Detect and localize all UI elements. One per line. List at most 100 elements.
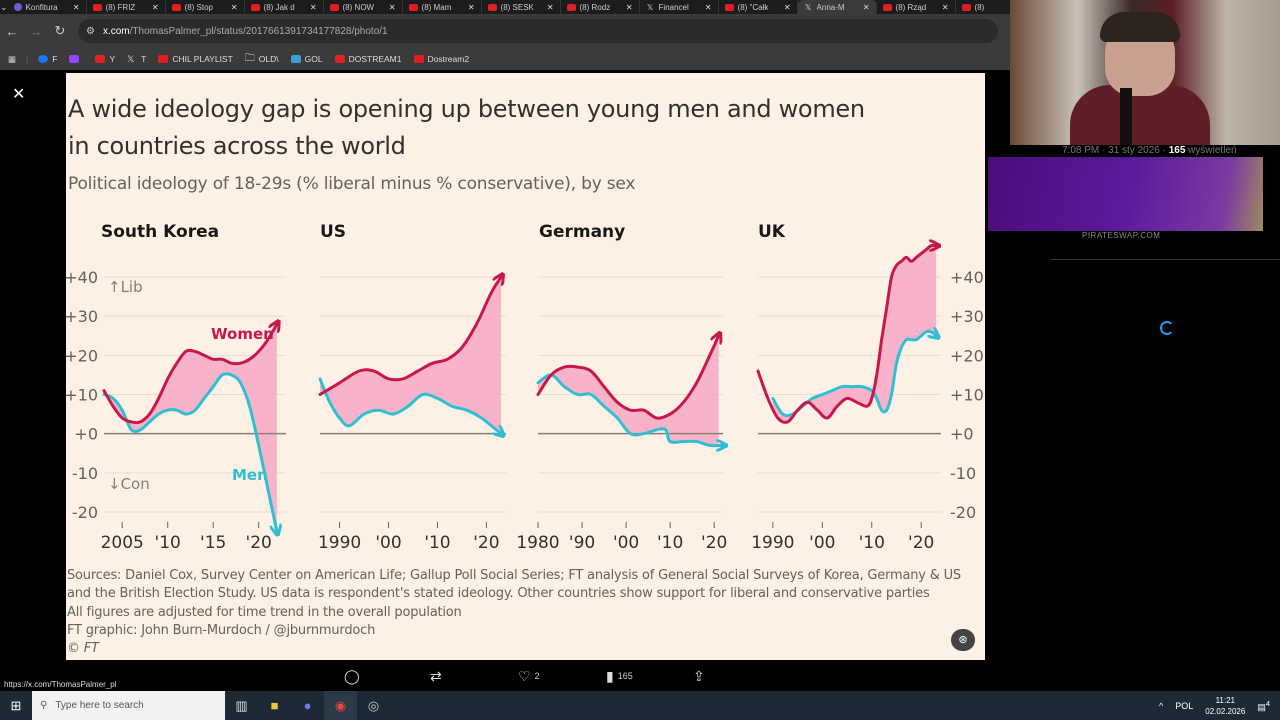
tab-close-icon[interactable]: ✕ xyxy=(704,2,712,12)
browser-tab[interactable]: (8) Rodz ✕ xyxy=(561,0,640,14)
women-line xyxy=(756,245,936,424)
tab-title: (8) Rodz xyxy=(579,2,611,12)
close-icon[interactable]: ✕ xyxy=(12,86,26,103)
notification-count: 4 xyxy=(1265,698,1270,708)
views-icon: ▮ xyxy=(606,667,614,684)
bookmark-item[interactable]: GOL xyxy=(290,54,323,64)
obs-icon[interactable]: ◎ xyxy=(367,697,380,713)
language-indicator[interactable]: POL xyxy=(1175,700,1194,711)
reply-icon: ◯ xyxy=(344,667,360,684)
tab-title: (8) Rząd xyxy=(895,2,927,12)
forward-button[interactable]: → xyxy=(29,23,43,39)
clock[interactable]: 11:21 02.02.2026 xyxy=(1205,695,1245,717)
share-icon: ⇪ xyxy=(693,667,705,684)
discord-icon[interactable]: ● xyxy=(303,698,312,713)
views-button[interactable]: ▮ 165 xyxy=(606,668,633,685)
search-icon: ⚲ xyxy=(40,700,48,711)
loading-spinner-icon xyxy=(1160,321,1174,335)
bookmark-item[interactable]: Dostream2 xyxy=(413,54,469,64)
site-settings-icon[interactable]: ⚙ xyxy=(86,25,95,37)
ft-graphic: A wide ideology gap is opening up betwee… xyxy=(66,73,985,660)
chrome-icon[interactable]: ◉ xyxy=(324,691,357,720)
tab-close-icon[interactable]: ✕ xyxy=(72,2,80,12)
bookmark-item[interactable]: 🗀 OLD\ xyxy=(244,53,279,65)
bookmark-item[interactable]: F xyxy=(38,54,57,64)
tab-close-icon[interactable]: ✕ xyxy=(783,2,791,12)
tab-title: (8) SESK xyxy=(500,2,534,12)
youtube-icon xyxy=(171,3,181,11)
apps-icon[interactable]: ▦ xyxy=(8,53,17,64)
folder-icon: 🗀 xyxy=(244,53,255,64)
bookmark-item[interactable]: DOSTREAM1 xyxy=(334,54,402,64)
x-tick-label: '90 xyxy=(569,533,595,553)
browser-tab[interactable]: (8) Stop ✕ xyxy=(166,0,245,14)
system-tray: ^ POL 11:21 02.02.2026 ▤4 xyxy=(1159,691,1280,720)
men-line xyxy=(102,372,277,532)
browser-tab[interactable]: (8) "Całk ✕ xyxy=(719,0,798,14)
tab-title: (8) Mam xyxy=(421,2,452,12)
panel-title: Germany xyxy=(539,222,625,242)
tab-close-icon[interactable]: ✕ xyxy=(625,2,633,12)
like-button[interactable]: ♡ 2 xyxy=(518,668,540,685)
gap-fill-area xyxy=(772,245,937,422)
reload-button[interactable]: ↻ xyxy=(54,23,66,38)
tab-close-icon[interactable]: ✕ xyxy=(941,2,949,12)
tab-title: (8) Stop xyxy=(184,2,214,12)
browser-tab[interactable]: (8) Mam ✕ xyxy=(403,0,482,14)
browser-tab[interactable]: (8)✕ xyxy=(956,0,1010,14)
x-tick-label: '00 xyxy=(613,533,639,553)
tab-title: (8) FRIZ xyxy=(105,2,136,12)
reply-button[interactable]: ◯ xyxy=(344,668,360,685)
x-tick-label: '10 xyxy=(424,533,450,553)
y-tick-label-left: +0 xyxy=(74,425,98,444)
browser-tab[interactable]: (8) NOW ✕ xyxy=(324,0,403,14)
bookmark-item[interactable] xyxy=(69,54,83,64)
browser-tab[interactable]: 𝕏 Anna-M ✕ xyxy=(797,0,877,14)
notifications-icon[interactable]: ▤4 xyxy=(1257,698,1270,712)
youtube-icon xyxy=(408,3,418,11)
browser-tab[interactable]: (8) FRIZ ✕ xyxy=(87,0,166,14)
browser-tab[interactable]: (8) Rząd ✕ xyxy=(877,0,956,14)
bookmark-item[interactable]: CHIL PLAYLIST xyxy=(158,54,233,64)
youtube-icon xyxy=(95,55,106,63)
promo-banner[interactable] xyxy=(988,157,1263,231)
tab-close-icon[interactable]: ✕ xyxy=(309,2,317,12)
graphic-title-line1: A wide ideology gap is opening up betwee… xyxy=(68,95,865,123)
tab-bar: ⌄ Konfitura ✕ (8) FRIZ ✕ (8) Stop ✕ (8) Jak d ✕… xyxy=(0,0,1010,14)
share-button[interactable]: ⇪ xyxy=(693,668,705,685)
y-tick-label-left: +40 xyxy=(66,268,98,287)
chart-panel-us: US 1990 '00 '10 '20 xyxy=(318,222,506,553)
bookmark-item[interactable]: Y xyxy=(95,54,115,64)
file-explorer-icon[interactable]: ■ xyxy=(270,698,279,713)
y-tick-label-right: +20 xyxy=(950,346,984,365)
graphic-title: A wide ideology gap is opening up betwee… xyxy=(68,91,865,165)
url-field[interactable]: ⚙ x.com/ThomasPalmer_pl/status/201766139… xyxy=(78,19,998,43)
x-icon: 𝕏 xyxy=(646,2,654,12)
source-note: All figures are adjusted for time trend … xyxy=(67,604,462,620)
browser-tab[interactable]: (8) SESK ✕ xyxy=(482,0,561,14)
taskbar-search-placeholder: Type here to search xyxy=(55,700,144,711)
tab-close-icon[interactable]: ✕ xyxy=(151,2,159,12)
tab-search-button[interactable]: ⌄ xyxy=(0,1,8,12)
panel-title: US xyxy=(320,222,346,242)
panel-divider xyxy=(1051,259,1280,260)
windows-start-icon[interactable]: ⊞ xyxy=(10,697,22,713)
alt-text-button[interactable]: ⊛ xyxy=(951,629,975,651)
tab-close-icon[interactable]: ✕ xyxy=(230,2,238,12)
tab-title: (8) Jak d xyxy=(263,2,295,12)
tab-close-icon[interactable]: ✕ xyxy=(467,2,475,12)
women-label: Women xyxy=(211,325,274,343)
taskbar-search[interactable]: ⚲ Type here to search xyxy=(32,691,225,720)
tray-expand-icon[interactable]: ^ xyxy=(1159,700,1164,711)
browser-tab[interactable]: 𝕏 Financel ✕ xyxy=(640,0,719,14)
x-icon: 𝕏 xyxy=(804,2,812,12)
tab-close-icon[interactable]: ✕ xyxy=(862,2,870,12)
tab-close-icon[interactable]: ✕ xyxy=(388,2,396,12)
back-button[interactable]: ← xyxy=(5,23,19,39)
browser-tab[interactable]: Konfitura ✕ xyxy=(8,0,87,14)
browser-tab[interactable]: (8) Jak d ✕ xyxy=(245,0,324,14)
task-view-icon[interactable]: ▥ xyxy=(235,697,248,713)
retweet-button[interactable]: ⇄ xyxy=(430,668,442,685)
tab-close-icon[interactable]: ✕ xyxy=(546,2,554,12)
